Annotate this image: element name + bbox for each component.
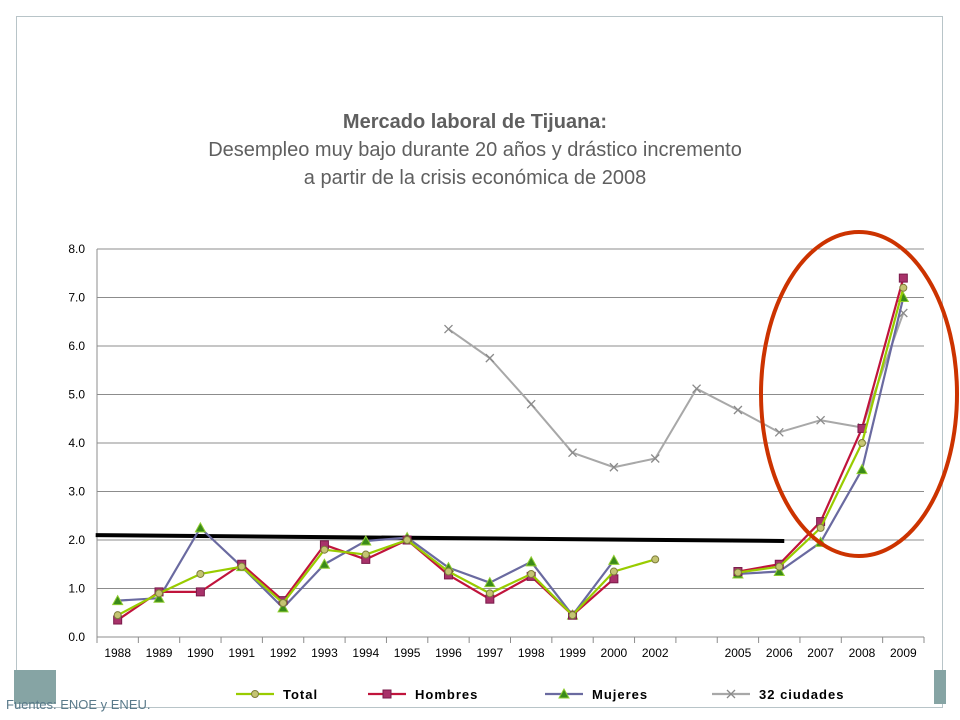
series-32-ciudades [444, 308, 908, 472]
data-point [774, 427, 784, 437]
data-point [113, 611, 122, 620]
y-tick-label: 1.0 [68, 582, 85, 596]
data-point [857, 439, 866, 447]
x-tick-label: 2008 [849, 646, 876, 660]
data-point [485, 589, 494, 598]
series-line [117, 538, 656, 617]
title-line-1: Mercado laboral de Tijuana: [342, 111, 608, 133]
slide-frame [16, 16, 943, 708]
y-tick-label: 3.0 [68, 485, 85, 499]
data-point [650, 454, 660, 463]
data-point [444, 324, 453, 334]
y-tick-label: 5.0 [68, 388, 85, 402]
data-point [608, 554, 620, 565]
data-point [856, 463, 868, 475]
data-point [816, 415, 826, 425]
x-tick-label: 2000 [601, 646, 628, 660]
data-point [155, 589, 164, 598]
highlight-ellipse [759, 230, 959, 558]
legend-label: Mujeres [592, 687, 648, 702]
data-point [277, 601, 289, 613]
x-tick-label: 1999 [559, 646, 586, 660]
data-point [816, 523, 825, 532]
data-point [196, 569, 205, 578]
data-point [773, 565, 786, 577]
legend-item: Hombres [368, 687, 478, 702]
y-tick-label: 8.0 [68, 242, 85, 256]
x-tick-label: 1996 [435, 646, 462, 660]
source-note: Fuentes: ENOE y ENEU. [6, 697, 151, 712]
x-tick-label: 2002 [642, 646, 669, 660]
x-tick-label: 1992 [270, 646, 297, 660]
data-point [318, 558, 331, 569]
data-point [153, 592, 165, 603]
data-point [237, 562, 246, 571]
x-tick-label: 2009 [890, 646, 917, 660]
data-point [444, 567, 453, 576]
data-point [568, 448, 577, 458]
data-point [194, 521, 207, 533]
data-point [568, 611, 577, 620]
x-tick-label: 1991 [228, 646, 255, 660]
legend-label: 32 ciudades [759, 687, 844, 702]
x-tick-label: 1994 [352, 646, 379, 660]
data-point [898, 273, 908, 283]
data-point [382, 689, 392, 699]
data-point [361, 550, 370, 559]
legend-item: Mujeres [545, 687, 648, 702]
x-tick-label: 1988 [104, 646, 131, 660]
accent-block-left [14, 670, 56, 704]
title-line-3: a partir de la crisis económica de 2008 [303, 167, 647, 189]
accent-block-right [934, 670, 946, 704]
y-tick-label: 6.0 [68, 339, 85, 353]
data-point [558, 687, 570, 699]
data-point [733, 405, 743, 415]
x-tick-label: 1997 [476, 646, 503, 660]
x-tick-label: 1990 [187, 646, 214, 660]
data-point [527, 569, 536, 578]
title-line-2: Desempleo muy bajo durante 20 años y drá… [208, 139, 742, 161]
legend-item: 32 ciudades [712, 687, 844, 702]
y-tick-label: 2.0 [68, 533, 85, 547]
y-tick-label: 4.0 [68, 436, 85, 450]
y-tick-label: 0.0 [68, 630, 85, 644]
data-point [651, 555, 660, 564]
data-point [733, 568, 742, 577]
x-tick-label: 2007 [807, 646, 834, 660]
chart-title: Mercado laboral de Tijuana: Desempleo mu… [60, 108, 890, 192]
data-point [899, 283, 908, 292]
data-point [775, 562, 784, 571]
data-point [525, 555, 538, 567]
x-tick-label: 2006 [766, 646, 793, 660]
data-point [526, 399, 536, 409]
data-point [485, 353, 495, 363]
data-point [483, 576, 496, 588]
x-tick-label: 2005 [725, 646, 752, 660]
data-point [320, 545, 329, 554]
x-tick-label: 1995 [394, 646, 421, 660]
data-point [195, 587, 205, 597]
series-total [113, 283, 908, 620]
data-point [692, 384, 702, 394]
x-tick-label: 1989 [146, 646, 173, 660]
data-point [251, 690, 259, 698]
series-line [447, 312, 905, 469]
data-point [359, 534, 372, 546]
data-point [279, 599, 288, 608]
data-point [609, 462, 619, 472]
y-tick-label: 7.0 [68, 291, 85, 305]
legend-label: Total [283, 687, 318, 702]
data-point [111, 594, 124, 606]
legend-item: Total [236, 687, 318, 702]
x-tick-label: 1998 [518, 646, 545, 660]
legend-label: Hombres [415, 687, 478, 702]
data-point [609, 567, 618, 576]
data-point [403, 536, 412, 544]
data-point [726, 689, 736, 699]
x-tick-label: 1993 [311, 646, 338, 660]
